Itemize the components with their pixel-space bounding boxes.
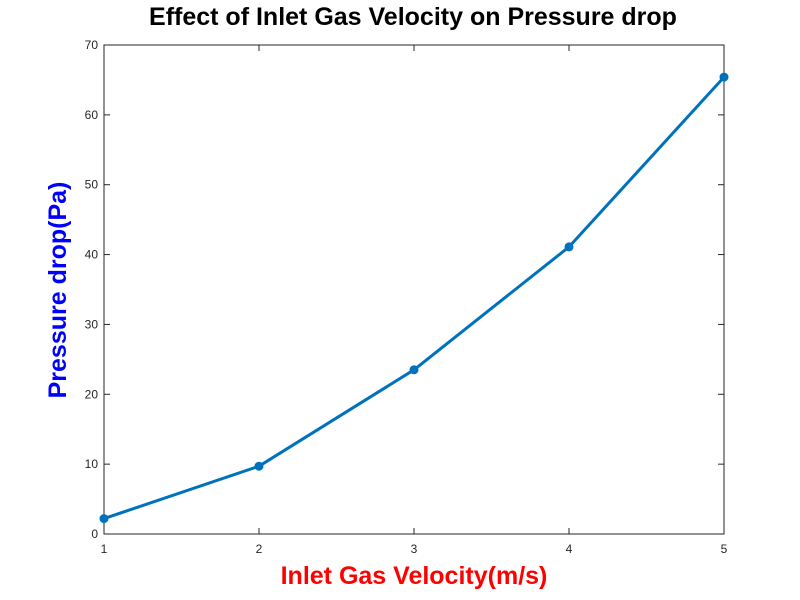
y-tick-label: 0 — [91, 527, 98, 541]
y-axis-label: Pressure drop(Pa) — [44, 182, 72, 399]
series-layer — [99, 72, 729, 524]
x-tick-label: 1 — [101, 542, 108, 556]
x-axis-ticks: 1 2 3 4 5 — [101, 45, 728, 556]
chart-title: Effect of Inlet Gas Velocity on Pressure… — [149, 3, 677, 31]
x-tick-label: 2 — [256, 542, 263, 556]
data-point — [719, 72, 729, 82]
data-point — [99, 514, 109, 524]
y-tick-label: 40 — [85, 248, 99, 262]
y-axis-ticks: 0 10 20 30 40 50 60 70 — [85, 38, 724, 541]
y-tick-label: 30 — [85, 317, 99, 331]
y-tick-label: 20 — [85, 387, 99, 401]
x-tick-label: 5 — [721, 542, 728, 556]
y-tick-label: 50 — [85, 178, 99, 192]
data-point — [564, 242, 574, 252]
x-tick-label: 3 — [411, 542, 418, 556]
y-tick-label: 10 — [85, 457, 99, 471]
x-axis-label: Inlet Gas Velocity(m/s) — [281, 562, 548, 590]
data-point — [254, 461, 264, 471]
x-tick-label: 4 — [566, 542, 573, 556]
y-tick-label: 60 — [85, 108, 99, 122]
data-point — [409, 365, 419, 375]
y-tick-label: 70 — [85, 38, 99, 52]
plot-area — [103, 44, 725, 535]
